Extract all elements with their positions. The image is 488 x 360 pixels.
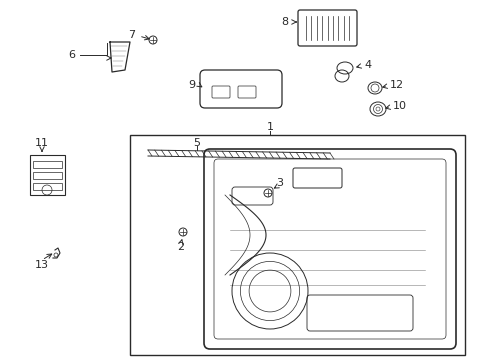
- Text: 11: 11: [35, 138, 49, 148]
- Text: 10: 10: [392, 101, 406, 111]
- Text: 4: 4: [364, 60, 371, 70]
- Text: 8: 8: [281, 17, 288, 27]
- Text: 2: 2: [177, 242, 184, 252]
- Text: 7: 7: [128, 30, 135, 40]
- Bar: [33, 172, 62, 179]
- Text: 5: 5: [193, 138, 200, 148]
- Text: 12: 12: [389, 80, 403, 90]
- Bar: [33, 183, 62, 190]
- Text: 1: 1: [266, 122, 273, 132]
- Bar: [33, 161, 62, 168]
- Bar: [30, 155, 65, 195]
- Text: 9: 9: [188, 80, 195, 90]
- Text: 6: 6: [68, 50, 75, 60]
- Bar: [130, 135, 464, 355]
- Text: 13: 13: [35, 260, 49, 270]
- Text: 3: 3: [276, 178, 283, 188]
